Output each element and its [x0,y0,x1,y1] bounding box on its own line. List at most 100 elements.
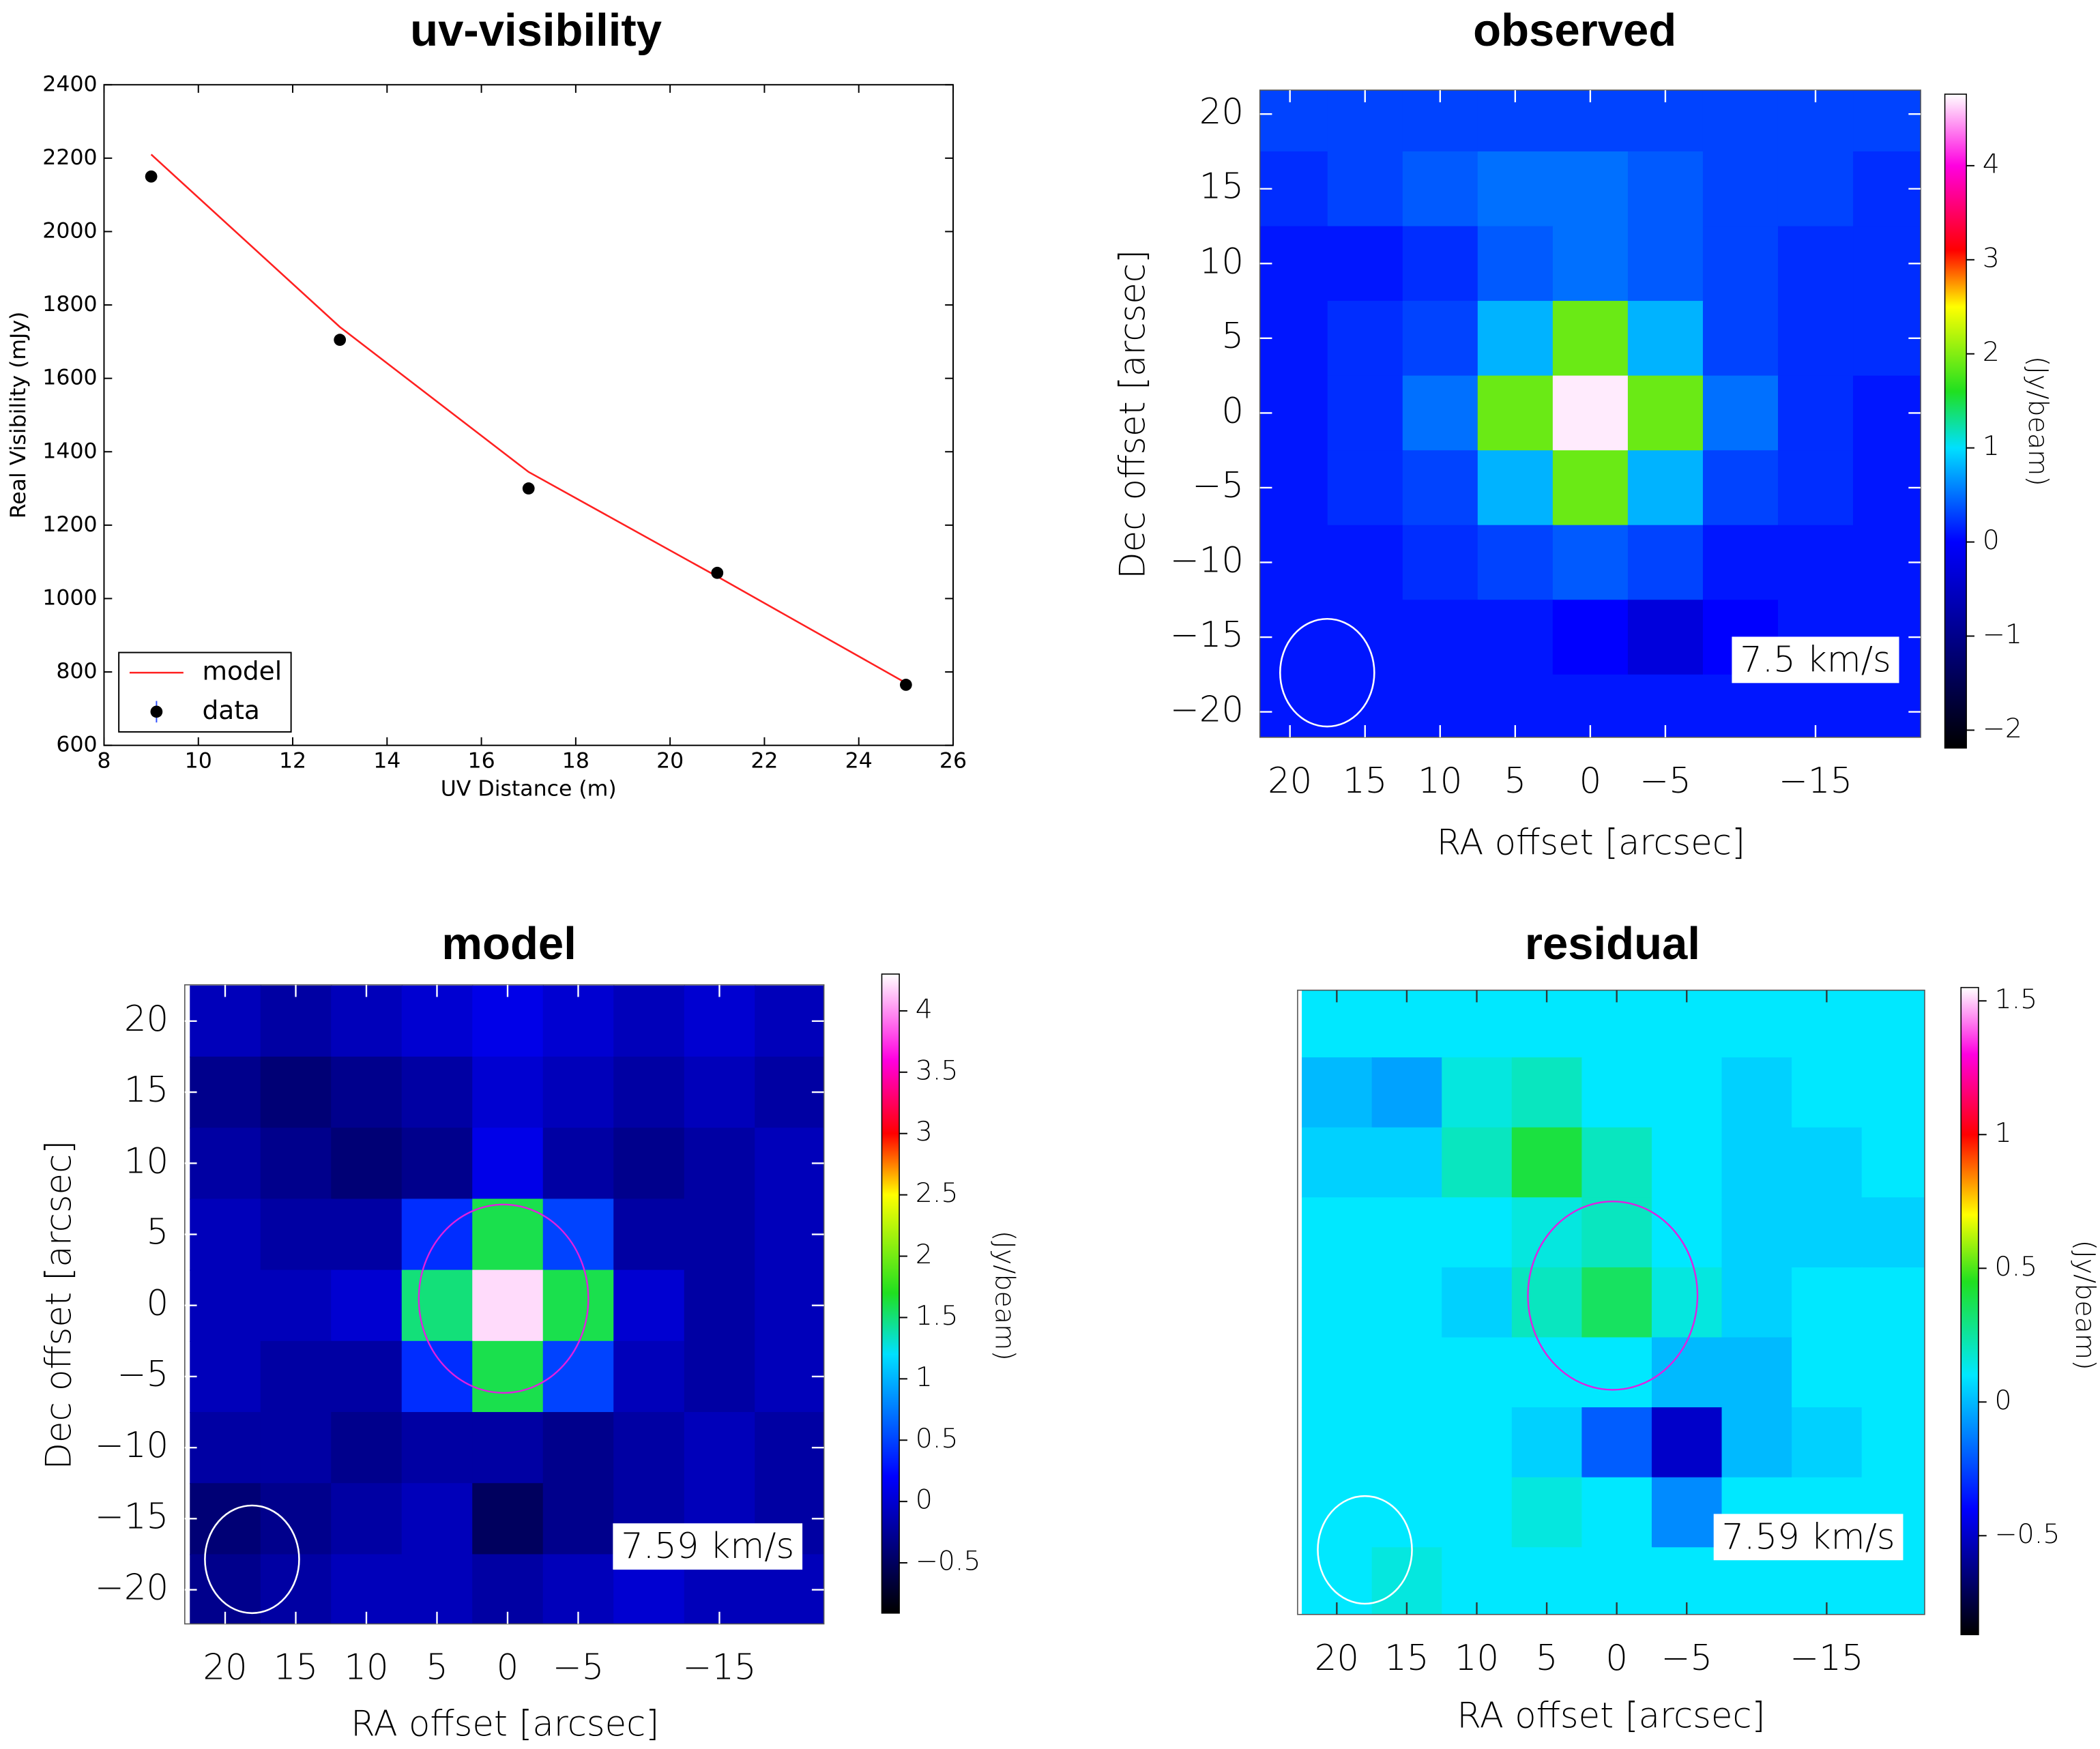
map-image [1302,990,1925,1615]
x-tick-label: 10 [344,1647,388,1688]
y-tick-label: 15 [124,1070,169,1111]
x-tick-label: 12 [279,748,306,773]
map-cell [1627,226,1704,302]
mask-ellipse [418,1203,589,1394]
y-tick-label: −5 [1192,465,1244,506]
colorbar-tick-label: 0 [1995,1385,2012,1416]
map-cell [1302,1127,1373,1199]
map-cell [1327,525,1403,601]
map-cell [1581,1337,1653,1409]
colorbar-label: (Jy/beam) [2022,356,2054,486]
map-cell [401,1199,473,1271]
map-cell [1552,375,1629,452]
y-tick-label: 0 [147,1283,169,1324]
beam [1317,1495,1413,1605]
colorbar [881,973,900,1614]
map-cell [1792,1267,1863,1338]
plot-frame [1297,989,1925,1615]
x-tick-label: 10 [185,748,212,773]
map-cell [1442,1267,1513,1338]
map-cell [1442,1197,1513,1269]
chart-title: observed [1473,5,1676,56]
map-cell [401,1128,473,1200]
map-cell [1861,1337,1925,1409]
y-tick-label: 2000 [42,218,97,243]
map-cell [190,1199,261,1271]
colorbar-tick-label: 1 [1983,430,2000,462]
y-tick-label: 1400 [42,439,97,463]
map-cell [613,1412,685,1484]
x-tick-label: 5 [1504,761,1527,802]
map-cell [1402,600,1478,675]
x-tick-label: −5 [1661,1638,1712,1679]
map-cell [1651,1267,1723,1338]
map-cell [1511,1337,1583,1409]
x-tick-label: −15 [682,1647,756,1688]
map-cell [472,1412,544,1484]
map-cell [542,1269,615,1342]
map-cell [1702,301,1779,377]
map-cell [1552,301,1629,377]
y-tick-label: 600 [56,733,97,757]
map-cell [1327,151,1403,227]
x-tick-label: 20 [203,1647,247,1688]
y-axis-label: Dec offset [arcsec] [38,1141,79,1470]
x-tick-label: 10 [1455,1638,1499,1679]
y-tick-label: 800 [56,659,97,684]
map-cell [1371,1337,1443,1409]
map-cell [684,985,756,1058]
map-cell [1302,1267,1373,1338]
map-cell [684,1199,756,1271]
x-tick-label: −15 [1790,1638,1863,1679]
colorbar-tick-label: 1 [1995,1117,2012,1149]
map-cell [1477,450,1554,526]
colorbar-tick-label: 3.5 [916,1055,959,1086]
colorbar-tick-label: 1.5 [1995,984,2038,1015]
y-tick-label: 5 [147,1212,169,1253]
y-tick-label: −20 [1170,690,1244,731]
mask-ellipse [1527,1201,1699,1391]
map-cell [472,1056,544,1129]
y-tick-label: 2200 [42,145,97,170]
map-cell [1627,375,1704,452]
map-cell [1702,226,1779,302]
map-cell [1651,1407,1723,1478]
x-tick-label: 10 [1418,761,1462,802]
map-cell [1777,301,1854,377]
x-tick-label: 20 [1315,1638,1359,1679]
colorbar-label: (Jy/beam) [2069,1240,2100,1370]
x-tick-label: 16 [468,748,495,773]
map-cell [401,1412,473,1484]
y-tick-label: 15 [1199,166,1244,207]
map-cell [1327,674,1403,737]
map-cell [542,1199,615,1271]
map-cell [1861,1057,1925,1128]
map-cell [1371,1057,1443,1128]
map-cell [1861,1267,1925,1338]
y-tick-label: 10 [124,1141,169,1181]
x-tick-label: 5 [426,1647,448,1688]
legend-label: data [202,695,259,725]
model-line [150,153,907,684]
legend-label: model [202,656,282,686]
map-cell [1581,1127,1653,1199]
map-cell [1861,1127,1925,1199]
map-cell [1627,151,1704,227]
map-cell [1581,1197,1653,1269]
annotation: 7.59 km/s [621,1526,794,1567]
map-cell [1777,674,1854,737]
map-cell [1371,1407,1443,1478]
map-image [1259,90,1921,737]
map-cell [1702,450,1779,526]
map-cell [613,1269,685,1342]
map-cell [260,985,332,1058]
map-cell [1371,1197,1443,1269]
map-cell [260,1128,332,1200]
x-axis-label: RA offset [arcsec] [1437,823,1745,864]
colorbar [1960,986,1979,1636]
map-cell [1477,90,1554,153]
map-cell [542,1056,615,1129]
map-cell [1511,1407,1583,1478]
x-tick-label: 20 [656,748,684,773]
map-cell [1777,226,1854,302]
